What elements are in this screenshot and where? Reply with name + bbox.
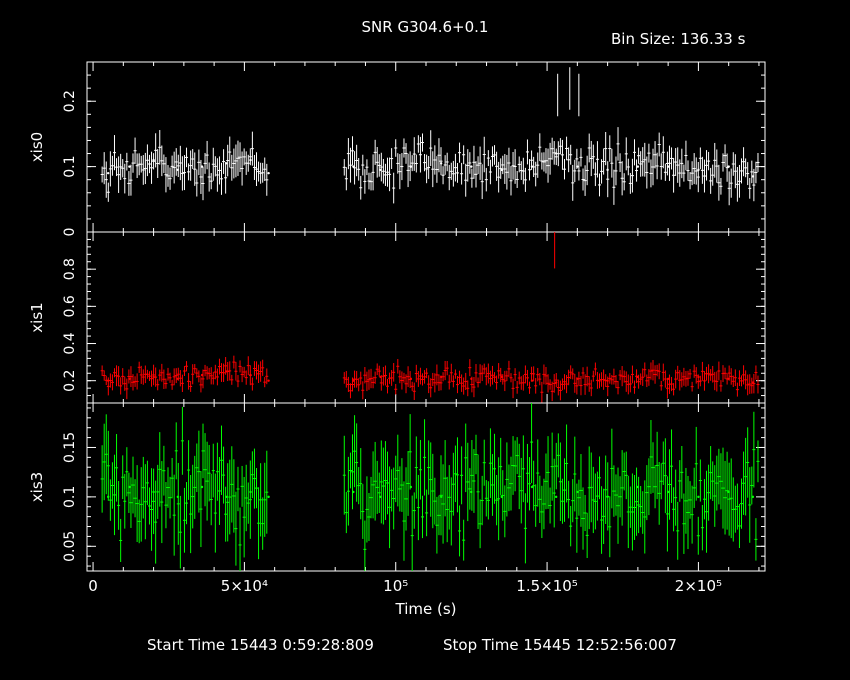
data-point-xis3	[554, 495, 558, 499]
data-point-xis1	[249, 373, 252, 377]
data-point-xis3	[606, 495, 609, 499]
data-point-xis1	[751, 381, 755, 384]
y-tick-label-xis3: 0.1	[62, 486, 78, 508]
data-point-xis0	[727, 165, 730, 168]
data-point-xis3	[530, 485, 534, 489]
data-point-xis3	[128, 485, 131, 489]
y-axis-label-xis1: xis1	[28, 302, 46, 332]
data-point-xis0	[249, 158, 252, 162]
y-tick-label-xis1: 0.2	[62, 370, 78, 392]
data-point-xis0	[379, 168, 382, 172]
data-point-xis1	[106, 379, 110, 382]
x-axis-label: Time (s)	[395, 600, 457, 618]
data-point-xis0	[530, 165, 534, 168]
data-point-xis3	[152, 490, 155, 494]
data-point-xis0	[576, 165, 579, 168]
data-point-xis1	[176, 377, 180, 381]
data-point-xis3	[576, 490, 579, 494]
bin-size-label: Bin Size: 136.33 s	[611, 30, 746, 48]
data-point-xis3	[106, 495, 110, 499]
data-point-xis0	[409, 165, 413, 168]
y-tick-label-xis1: 0.4	[62, 332, 78, 354]
data-point-xis1	[379, 375, 382, 379]
data-point-xis0	[666, 165, 670, 168]
data-point-xis3	[267, 495, 270, 499]
data-point-xis0	[176, 168, 180, 172]
data-point-xis3	[666, 490, 670, 494]
data-point-xis1	[128, 377, 131, 381]
data-point-xis0	[636, 165, 640, 168]
data-point-xis1	[530, 379, 534, 382]
data-point-xis1	[225, 370, 228, 373]
x-tick-label: 0	[88, 577, 98, 595]
data-point-xis3	[249, 490, 252, 494]
y-tick-label-xis3: 0.05	[62, 531, 78, 562]
data-point-xis0	[352, 165, 355, 168]
y-tick-label-xis0: 0.2	[62, 90, 78, 112]
data-point-xis3	[379, 495, 382, 499]
y-tick-label-xis1: 0.8	[62, 258, 78, 280]
data-point-xis1	[576, 377, 579, 381]
data-point-xis3	[352, 490, 355, 494]
data-point-xis0	[200, 165, 204, 168]
data-point-xis3	[200, 485, 204, 489]
data-point-xis0	[470, 165, 473, 168]
data-point-xis1	[666, 377, 670, 381]
data-point-xis0	[439, 162, 443, 165]
data-point-xis0	[500, 168, 503, 172]
x-tick-label: 1.5×10⁵	[516, 577, 578, 595]
data-point-xis3	[727, 490, 730, 494]
data-point-xis3	[176, 495, 180, 499]
data-point-xis1	[500, 375, 503, 379]
data-point-xis0	[106, 171, 110, 175]
data-point-xis1	[152, 375, 155, 379]
data-point-xis1	[470, 377, 473, 381]
data-point-xis3	[500, 495, 503, 499]
data-point-xis3	[409, 485, 413, 489]
data-point-xis0	[697, 168, 700, 172]
start-time-label: Start Time 15443 0:59:28:809	[147, 636, 374, 654]
data-point-xis3	[697, 495, 700, 499]
y-tick-label-xis1: 0.6	[62, 295, 78, 317]
chart-title: SNR G304.6+0.1	[361, 18, 489, 36]
data-point-xis1	[439, 375, 443, 379]
data-point-xis0	[751, 175, 755, 178]
x-tick-label: 5×10⁴	[221, 577, 268, 595]
stop-time-label: Stop Time 15445 12:52:56:007	[443, 636, 677, 654]
data-point-xis3	[751, 495, 755, 499]
data-point-xis1	[636, 375, 640, 379]
data-point-xis1	[606, 379, 609, 382]
x-tick-label: 2×10⁵	[675, 577, 722, 595]
y-axis-label-xis3: xis3	[28, 472, 46, 502]
data-point-xis1	[727, 377, 730, 381]
data-point-xis0	[225, 162, 228, 165]
data-point-xis0	[554, 152, 558, 155]
data-point-xis3	[636, 485, 640, 489]
data-point-xis0	[606, 168, 609, 172]
data-point-xis1	[352, 379, 355, 382]
x-tick-label: 10⁵	[383, 577, 408, 595]
data-point-xis1	[267, 379, 270, 382]
data-point-xis0	[128, 165, 131, 168]
y-tick-label-xis0: 0.1	[62, 155, 78, 177]
data-point-xis1	[200, 373, 204, 377]
y-tick-label-xis0: 0	[62, 228, 78, 237]
data-point-xis3	[470, 490, 473, 494]
data-point-xis3	[439, 495, 443, 499]
data-point-xis0	[152, 158, 155, 162]
data-point-xis1	[409, 377, 413, 381]
data-point-xis3	[225, 495, 228, 499]
data-point-xis0	[267, 171, 270, 175]
y-tick-label-xis3: 0.15	[62, 432, 78, 463]
data-point-xis1	[697, 375, 700, 379]
y-axis-label-xis0: xis0	[28, 132, 46, 162]
data-point-xis1	[554, 381, 558, 384]
